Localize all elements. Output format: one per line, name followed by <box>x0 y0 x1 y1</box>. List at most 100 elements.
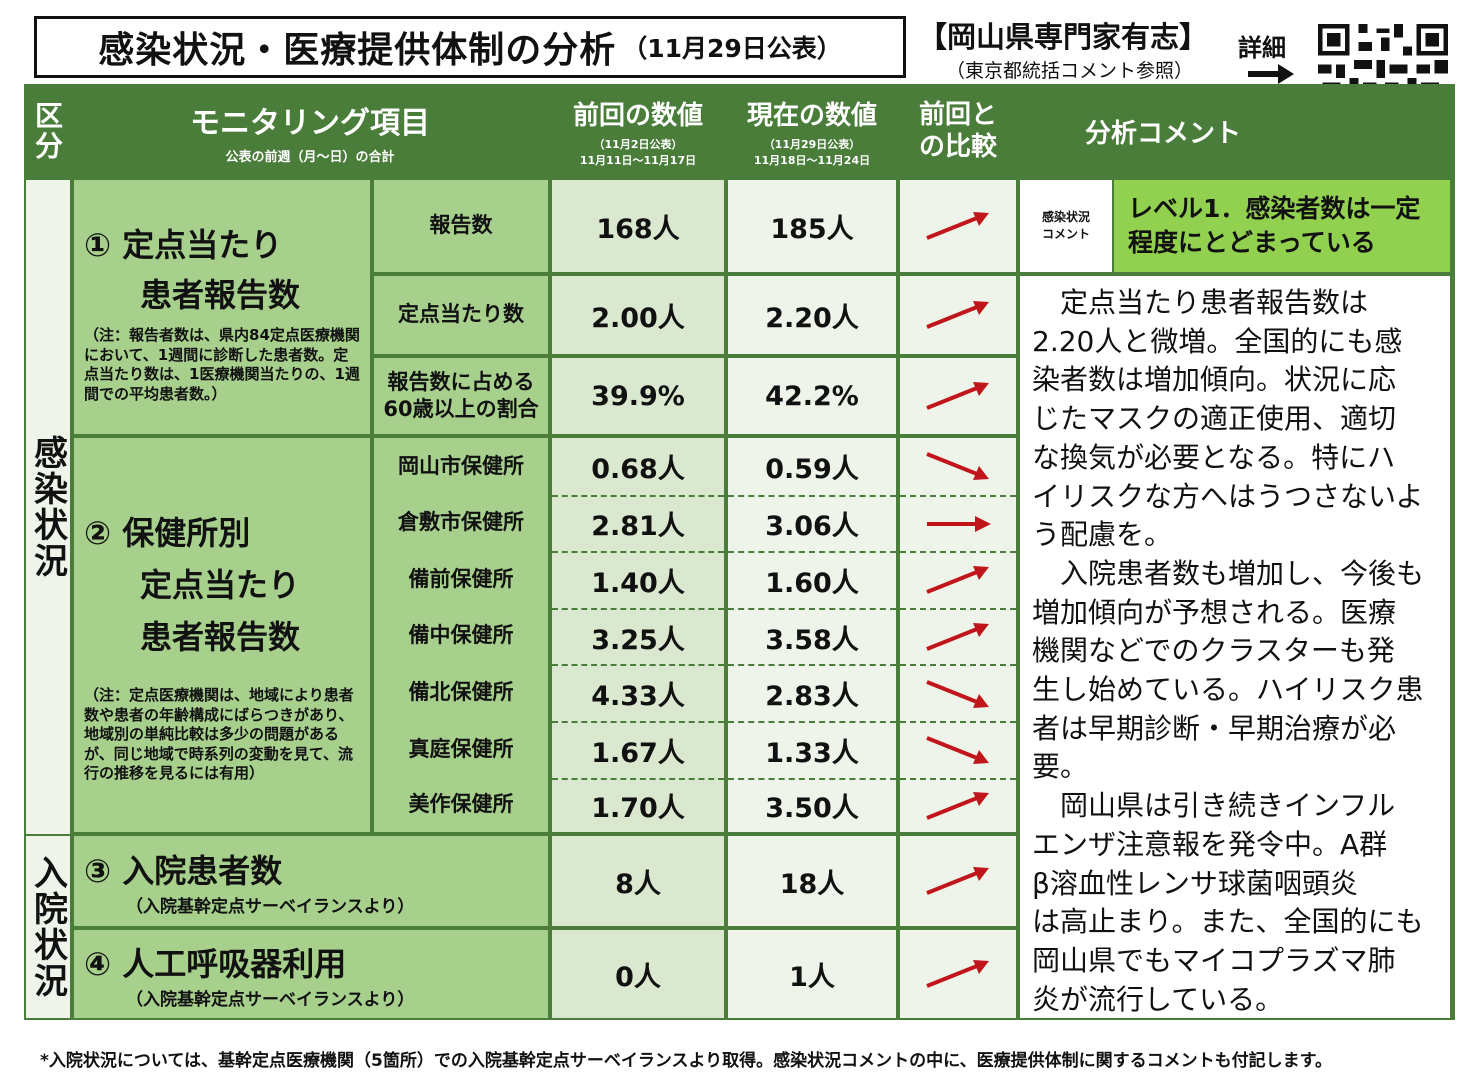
row-prev-value: 1.40人 <box>552 551 724 608</box>
comment-line: な換気が必要となる。特にハ <box>1032 440 1396 474</box>
group3-title-cell: ③ 入院患者数 （入院基幹定点サーベイランスより） <box>74 836 548 926</box>
header-current: 現在の数値 （11月29日公表） 11月18日～11月24日 <box>726 84 898 178</box>
trend-flat-arrow-icon <box>927 515 991 532</box>
page-title: 感染状況・医療提供体制の分析 <box>98 30 617 71</box>
comment-line: 2.20人と微増。全国的にも感 <box>1032 324 1403 358</box>
comment-line: 炎が流行している。 <box>1032 982 1284 1016</box>
row-label: 備北保健所 <box>374 664 548 721</box>
organization: 【岡山県専門家有志】 <box>918 20 1209 54</box>
row-label: 定点当たり数 <box>374 276 548 354</box>
row-trend <box>900 551 1016 608</box>
section-infection: 感染状況 <box>26 180 70 834</box>
comment-line: エンザ注意報を発令中。A群 <box>1032 827 1388 861</box>
row-curr-value: 42.2% <box>728 358 896 434</box>
header-previous: 前回の数値 （11月2日公表） 11月11日～11月17日 <box>550 84 726 178</box>
row-trend <box>900 664 1016 721</box>
trend-up-arrow-icon <box>926 791 989 820</box>
row-label: 報告数 <box>374 180 548 272</box>
row-label: 美作保健所 <box>374 777 548 832</box>
footer-note: *入院状況については、基幹定点医療機関（5箇所）での入院基幹定点サーベイランスよ… <box>40 1051 1332 1071</box>
group4-curr: 1人 <box>728 930 896 1018</box>
comment-line: じたマスクの適正使用、適切 <box>1032 402 1397 436</box>
group2-title-cell: ② 保健所別 定点当たり 患者報告数 （注：定点医療機関は、地域により患者数や患… <box>74 438 370 832</box>
comment-line: 岡山県でもマイコプラズマ肺 <box>1032 943 1396 977</box>
trend-down-arrow-icon <box>926 452 989 481</box>
comment-line: イリスクな方へはうつさないよ <box>1032 479 1424 513</box>
detail-label: 詳細 <box>1238 34 1286 62</box>
group3-prev: 8人 <box>552 836 724 926</box>
row-trend <box>900 607 1016 665</box>
header-comment: 分析コメント <box>1018 84 1308 178</box>
row-label: 備中保健所 <box>374 607 548 665</box>
row-curr-value: 1.60人 <box>728 551 896 608</box>
row-trend <box>900 494 1016 552</box>
reference-note: （東京都統括コメント参照） <box>946 60 1194 82</box>
row-prev-value: 4.33人 <box>552 664 724 721</box>
row-prev-value: 1.67人 <box>552 721 724 778</box>
row-prev-value: 1.70人 <box>552 777 724 832</box>
row-label: 備前保健所 <box>374 551 548 608</box>
comment-tag: 感染状況コメント <box>1020 180 1112 272</box>
row-trend <box>900 358 1016 434</box>
trend-up-arrow-icon <box>926 301 989 329</box>
row-trend <box>900 777 1016 832</box>
row-trend <box>900 180 1016 272</box>
comment-line: 増加傾向が予想される。医療 <box>1032 595 1397 629</box>
row-label: 倉敷市保健所 <box>374 494 548 552</box>
row-prev-value: 2.81人 <box>552 494 724 552</box>
group1-title-cell: ① 定点当たり 患者報告数 （注：報告者数は、県内84定点医療機関において、1週… <box>74 180 370 434</box>
header-category: 区分 <box>24 84 70 178</box>
group4-title-cell: ④ 人工呼吸器利用 （入院基幹定点サーベイランスより） <box>74 930 548 1018</box>
row-curr-value: 185人 <box>728 180 896 272</box>
row-curr-value: 1.33人 <box>728 721 896 778</box>
group4-trend <box>900 930 1016 1018</box>
trend-up-arrow-icon <box>926 867 989 895</box>
row-curr-value: 2.20人 <box>728 276 896 354</box>
comment-line: う配慮を。 <box>1032 518 1173 552</box>
row-prev-value: 168人 <box>552 180 724 272</box>
group3-trend <box>900 836 1016 926</box>
row-trend <box>900 721 1016 778</box>
comment-line: は高止まり。また、全国的にも <box>1032 905 1424 939</box>
comment-line: 入院患者数も増加し、今後も <box>1032 556 1425 590</box>
page-title-box: 感染状況・医療提供体制の分析 （11月29日公表） <box>34 16 906 78</box>
row-label: 真庭保健所 <box>374 721 548 778</box>
row-label: 報告数に占める60歳以上の割合 <box>374 358 548 434</box>
monitoring-table: 区分 モニタリング項目 公表の前週（月～日）の合計 前回の数値 （11月2日公表… <box>24 84 1455 1020</box>
group4-prev: 0人 <box>552 930 724 1018</box>
row-trend <box>900 276 1016 354</box>
header-item: モニタリング項目 公表の前週（月～日）の合計 <box>70 84 550 178</box>
comment-line: β溶血性レンサ球菌咽頭炎 <box>1032 866 1358 900</box>
publish-date: （11月29日公表） <box>622 34 842 63</box>
row-prev-value: 39.9% <box>552 358 724 434</box>
comment-line: 機関などでのクラスターも発 <box>1032 634 1395 668</box>
comment-line: 者は早期診断・早期治療が必 <box>1032 711 1397 745</box>
comment-line: 定点当たり患者報告数は <box>1032 286 1369 319</box>
comment-line: 岡山県は引き続きインフル <box>1032 789 1396 823</box>
row-curr-value: 2.83人 <box>728 664 896 721</box>
arrow-right-icon <box>1248 64 1294 84</box>
row-prev-value: 3.25人 <box>552 607 724 665</box>
row-label: 岡山市保健所 <box>374 438 548 495</box>
row-curr-value: 3.06人 <box>728 494 896 552</box>
header-compare: 前回との比較 <box>898 84 1018 178</box>
trend-up-arrow-icon <box>926 566 989 595</box>
comment-line: 要。 <box>1032 750 1089 784</box>
section-hospital: 入院状況 <box>26 836 70 1018</box>
row-curr-value: 0.59人 <box>728 438 896 495</box>
group3-curr: 18人 <box>728 836 896 926</box>
trend-up-arrow-icon <box>926 212 989 240</box>
trend-down-arrow-icon <box>926 736 989 765</box>
comment-level: レベル1．感染者数は一定程度にとどまっている <box>1114 180 1450 272</box>
row-trend <box>900 438 1016 495</box>
trend-down-arrow-icon <box>926 679 989 708</box>
row-prev-value: 2.00人 <box>552 276 724 354</box>
row-prev-value: 0.68人 <box>552 438 724 495</box>
comment-line: 染者数は増加傾向。状況に応 <box>1032 363 1397 397</box>
trend-up-arrow-icon <box>926 960 989 988</box>
trend-up-arrow-icon <box>926 623 989 651</box>
comment-line: 生し始めている。ハイリスク患 <box>1032 673 1424 707</box>
row-curr-value: 3.50人 <box>728 777 896 832</box>
comment-body: 定点当たり患者報告数は 2.20人と微増。全国的にも感 染者数は増加傾向。状況に応じ… <box>1020 276 1450 1018</box>
row-curr-value: 3.58人 <box>728 607 896 665</box>
